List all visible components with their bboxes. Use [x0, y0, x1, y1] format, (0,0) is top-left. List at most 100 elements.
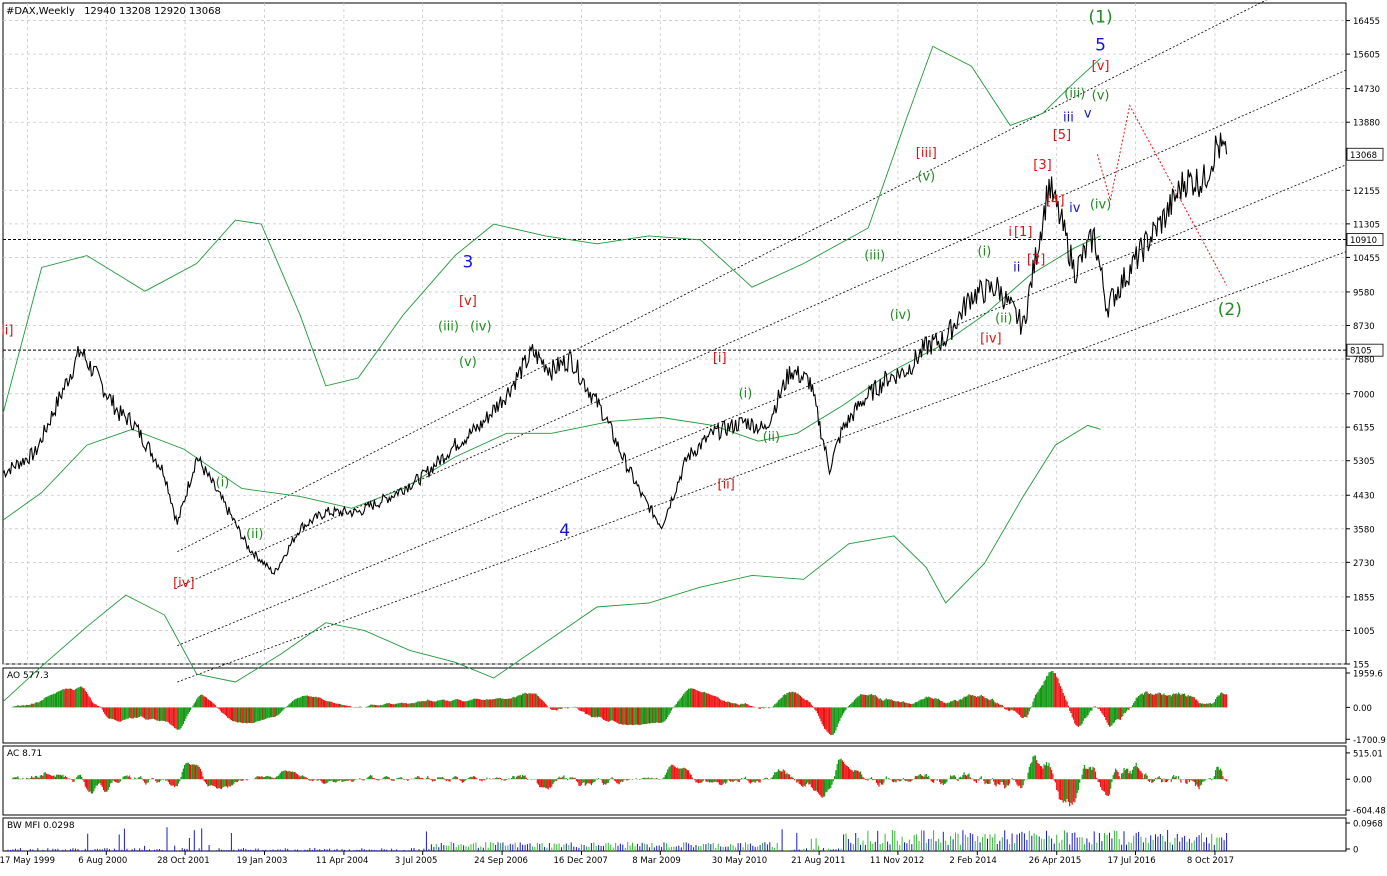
wave-label-20: [iv]: [980, 332, 1001, 347]
ind-tick-label-2-0: 0.0968: [1353, 820, 1383, 830]
indicator-title-1: AC 8.71: [7, 749, 42, 759]
y-tick-label-16: 1855: [1353, 593, 1375, 603]
y-tick-label-7: 9580: [1353, 288, 1375, 298]
wave-label-29: v: [1084, 107, 1092, 122]
wave-label-11: (i): [739, 387, 753, 402]
ind-tick-label-0-0: 1959.6: [1353, 670, 1383, 680]
ac-bars: [11, 755, 1228, 807]
y-tick-label-6: 10455: [1353, 254, 1380, 264]
x-tick-label-8: 8 Mar 2009: [632, 856, 680, 866]
wave-label-21: i: [1008, 225, 1012, 240]
x-tick-label-9: 30 May 2010: [712, 856, 767, 866]
chart-header: #DAX,Weekly 12940 13208 12920 13068: [6, 6, 221, 17]
ind-tick-label-0-1: 0.00: [1353, 704, 1372, 714]
price-tag-0: 13068: [1346, 147, 1384, 161]
wave-label-19: (ii): [995, 312, 1012, 327]
wave-label-15: (iv): [890, 308, 911, 323]
x-tick-label-4: 11 Apr 2004: [316, 856, 369, 866]
y-tick-label-14: 3580: [1353, 525, 1375, 535]
x-tick-label-0: 17 May 1999: [0, 856, 55, 866]
wave-label-2: (ii): [246, 527, 263, 542]
wave-label-37: (2): [1218, 300, 1242, 320]
price-line: [2, 132, 1228, 575]
x-tick-label-7: 16 Dec 2007: [554, 856, 608, 866]
y-tick-label-1: 15605: [1353, 51, 1380, 61]
mfi-bars: [2, 827, 1228, 851]
wave-label-6: (iii): [438, 320, 459, 335]
wave-label-10: [i]: [713, 351, 727, 366]
indicator-title-2: BW MFI 0.0298: [7, 821, 75, 831]
wave-label-4: 3: [462, 253, 473, 273]
wave-label-25: [3]: [1033, 158, 1051, 173]
y-tick-label-15: 2730: [1353, 559, 1375, 569]
overlay-lines: [2, 0, 1347, 703]
symbol-label: #DAX,Weekly: [6, 6, 75, 17]
x-tick-label-11: 11 Nov 2012: [870, 856, 924, 866]
y-tick-label-8: 8730: [1353, 322, 1375, 332]
indicator-panels: AO 577.3 1959.6 0.00 -1700.9 AC 8.71 515.01 0.…: [2, 670, 1386, 856]
wave-label-17: (v): [917, 170, 935, 185]
x-tick-label-6: 24 Sep 2006: [474, 856, 528, 866]
wave-label-35: 5: [1095, 35, 1106, 55]
price-tag-text: 10910: [1350, 236, 1377, 246]
wave-label-32: (iii): [1064, 87, 1085, 102]
y-tick-label-4: 12155: [1353, 187, 1380, 197]
indicator-title-0: AO 577.3: [7, 671, 49, 681]
wave-labels: [iii](i)(ii)[iv]3[v](iii)(iv)(v)4[i](i)(…: [0, 8, 1242, 592]
x-tick-label-12: 2 Feb 2014: [949, 856, 997, 866]
wave-label-18: (i): [978, 245, 992, 260]
price-tag-1: 10910: [1346, 233, 1384, 246]
wave-label-12: (ii): [763, 430, 780, 445]
y-tick-label-0: 16455: [1353, 17, 1380, 27]
y-tick-label-12: 5305: [1353, 457, 1375, 467]
channel-line-2: [177, 164, 1347, 647]
wave-label-23: ii: [1013, 260, 1020, 275]
wave-label-34: (v): [1092, 89, 1110, 104]
price-series: [2, 132, 1228, 575]
x-tick-label-2: 28 Oct 2001: [157, 856, 210, 866]
wave-label-28: iii: [1063, 110, 1074, 125]
x-tick-label-15: 8 Oct 2017: [1187, 856, 1234, 866]
y-tick-label-17: 1005: [1353, 627, 1375, 637]
x-tick-label-1: 6 Aug 2000: [78, 856, 127, 866]
wave-label-5: [v]: [459, 294, 477, 309]
panel-frame-0: [2, 2, 1347, 665]
wave-label-13: [ii]: [718, 478, 735, 493]
wave-label-3: [iv]: [173, 576, 194, 591]
y-tick-label-11: 6155: [1353, 424, 1375, 434]
y-tick-label-3: 13880: [1353, 119, 1380, 129]
channel-line-1: [177, 69, 1347, 588]
wave-label-8: (v): [459, 355, 477, 370]
wave-label-36: (1): [1089, 8, 1113, 28]
ind-tick-label-0-2: -1700.9: [1353, 736, 1386, 746]
ind-tick-label-2-1: 0: [1353, 846, 1358, 856]
ind-tick-label-1-2: -604.48: [1353, 807, 1386, 817]
y-tick-label-9: 7880: [1353, 356, 1375, 366]
x-tick-label-5: 3 Jul 2005: [395, 856, 438, 866]
price-tag-text: 8105: [1350, 347, 1372, 357]
wave-label-1: (i): [216, 476, 230, 491]
x-tick-label-14: 17 Jul 2016: [1108, 856, 1156, 866]
y-tick-label-10: 7000: [1353, 390, 1375, 400]
ind-tick-label-1-0: 515.01: [1353, 749, 1383, 759]
price-tag-box: [1346, 147, 1384, 161]
channel-line-3: [177, 251, 1347, 683]
wave-label-7: (iv): [470, 320, 491, 335]
projection-line: [1096, 104, 1228, 286]
price-tag-box: [1346, 343, 1384, 357]
wave-label-27: [5]: [1053, 128, 1071, 143]
price-tag-2: 8105: [1346, 343, 1384, 357]
wave-label-22: [1]: [1014, 225, 1032, 240]
panel-frame-3: [2, 817, 1347, 852]
wave-label-14: (iii): [864, 249, 885, 264]
x-tick-label-3: 19 Jan 2003: [236, 856, 287, 866]
grid-lines: [3, 3, 1346, 665]
ind-tick-label-1-1: 0.00: [1353, 776, 1372, 786]
x-tick-label-10: 21 Aug 2011: [791, 856, 845, 866]
ohlc-label: 12940 13208 12920 13068: [84, 6, 221, 17]
wave-label-9: 4: [559, 521, 570, 541]
axes: 16455 15605 14730 13880 12155 11305 10455 9580 8…: [0, 17, 1384, 866]
x-tick-label-13: 26 Apr 2015: [1029, 856, 1082, 866]
